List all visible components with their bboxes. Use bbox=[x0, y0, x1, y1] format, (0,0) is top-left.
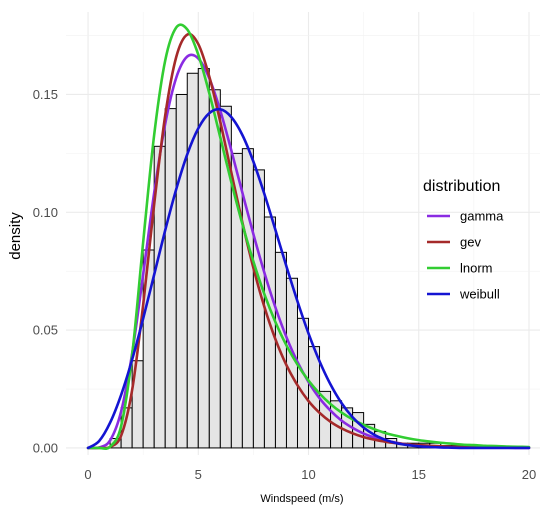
x-tick-label-4: 20 bbox=[522, 467, 536, 482]
histogram-bar-12 bbox=[241, 148, 254, 449]
x-tick-label-0: 0 bbox=[84, 467, 91, 482]
series-line-lnorm bbox=[86, 23, 531, 450]
legend-items: gamma gev lnorm weibull bbox=[427, 209, 504, 302]
y-tick-label-0: 0.00 bbox=[33, 440, 58, 455]
y-axis-title: density bbox=[7, 212, 24, 260]
legend-label-gamma: gamma bbox=[460, 209, 504, 224]
x-tick-label-2: 10 bbox=[301, 467, 315, 482]
density-curves bbox=[86, 23, 531, 450]
legend: distribution gamma gev lnorm weibull bbox=[423, 178, 504, 302]
legend-label-weibull: weibull bbox=[459, 287, 500, 302]
histogram-bar-6 bbox=[175, 93, 188, 449]
legend-item-lnorm: lnorm bbox=[427, 261, 493, 276]
histogram-bar-9 bbox=[208, 89, 221, 449]
x-tick-label-1: 5 bbox=[195, 467, 202, 482]
y-tick-label-3: 0.15 bbox=[33, 87, 58, 102]
histogram-bar-13 bbox=[252, 169, 265, 449]
x-tick-label-3: 15 bbox=[412, 467, 426, 482]
legend-item-gamma: gamma bbox=[427, 209, 504, 224]
histogram-bar-5 bbox=[164, 108, 177, 449]
legend-title: distribution bbox=[423, 178, 500, 195]
histogram-bar-17 bbox=[296, 317, 310, 449]
legend-item-gev: gev bbox=[427, 235, 481, 250]
x-axis-title: Windspeed (m/s) bbox=[260, 493, 343, 505]
legend-label-lnorm: lnorm bbox=[460, 261, 493, 276]
y-tick-label-2: 0.10 bbox=[33, 205, 58, 220]
legend-label-gev: gev bbox=[460, 235, 481, 250]
legend-item-weibull: weibull bbox=[427, 287, 500, 302]
series-line-weibull bbox=[86, 107, 531, 450]
tick-labels: 0 5 10 15 20 0.00 0.05 0.10 0.15 bbox=[33, 87, 537, 482]
y-tick-label-1: 0.05 bbox=[33, 323, 58, 338]
